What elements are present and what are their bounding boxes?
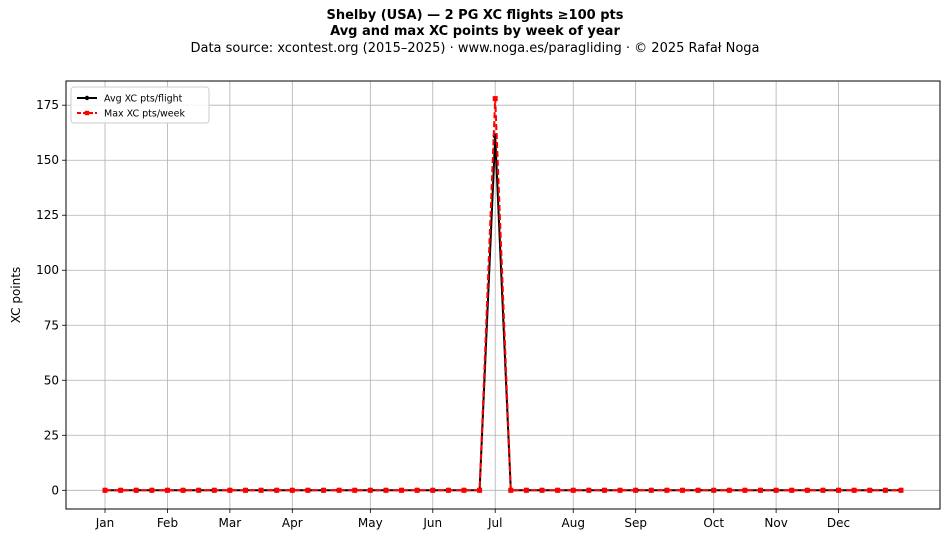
data-point [555, 487, 561, 493]
legend-label: Avg XC pts/flight [104, 94, 183, 105]
data-point [601, 487, 607, 493]
data-point [742, 487, 748, 493]
data-point [461, 487, 467, 493]
data-point [617, 487, 623, 493]
data-point [180, 487, 186, 493]
data-point [196, 487, 202, 493]
data-point [477, 487, 483, 493]
y-tick-label: 100 [36, 263, 59, 277]
data-point [679, 487, 685, 493]
x-tick-label: Mar [219, 516, 242, 530]
y-tick-label: 150 [36, 153, 59, 167]
data-point [867, 487, 873, 493]
ticks: 0 25 50 75 100 125 150 175 Jan Feb Mar Apr May Jun Jul… [36, 98, 850, 530]
data-point [586, 487, 592, 493]
data-point [430, 487, 436, 493]
y-tick-label: 125 [36, 208, 59, 222]
data-point [383, 487, 389, 493]
data-point [836, 487, 842, 493]
plot-frame [65, 80, 941, 510]
chart-title: Shelby (USA) — 2 PG XC flights ≥100 pts [326, 8, 624, 23]
x-tick-label: Jun [422, 516, 442, 530]
data-point [664, 487, 670, 493]
data-point [804, 487, 810, 493]
data-point [851, 487, 857, 493]
data-point [336, 487, 342, 493]
x-tick-label: May [358, 516, 383, 530]
data-point [305, 487, 311, 493]
x-tick-label: Apr [282, 516, 303, 530]
data-point [102, 487, 108, 493]
data-point [274, 487, 280, 493]
data-point [149, 487, 155, 493]
series-1 [102, 96, 904, 493]
legend: Avg XC pts/flight Max XC pts/week [70, 86, 210, 124]
x-tick-label: Oct [703, 516, 724, 530]
y-axis-label: XC points [9, 267, 23, 323]
data-point [414, 487, 420, 493]
series-layer [102, 96, 904, 493]
x-tick-label: Sep [624, 516, 647, 530]
data-point [882, 487, 888, 493]
data-point [539, 487, 545, 493]
data-point [227, 487, 233, 493]
legend-box [70, 86, 210, 124]
chart-subtitle: Avg and max XC points by week of year [330, 24, 620, 39]
data-point [789, 487, 795, 493]
data-point [445, 487, 451, 493]
x-tick-label: Jul [487, 516, 502, 530]
legend-swatch-marker [84, 110, 90, 116]
x-tick-label: Jan [95, 516, 115, 530]
legend-swatch-marker [84, 95, 90, 101]
y-tick-label: 75 [44, 318, 59, 332]
x-tick-label: Aug [562, 516, 585, 530]
data-point [820, 487, 826, 493]
legend-label: Max XC pts/week [104, 109, 185, 120]
y-tick-label: 50 [44, 373, 59, 387]
y-tick-label: 25 [44, 428, 59, 442]
data-point [648, 487, 654, 493]
data-point [164, 487, 170, 493]
data-source-line: Data source: xcontest.org (2015–2025) · … [190, 41, 760, 56]
data-point [758, 487, 764, 493]
data-point [711, 487, 717, 493]
data-point [726, 487, 732, 493]
x-tick-label: Nov [764, 516, 787, 530]
legend-item-0: Avg XC pts/flight [77, 94, 183, 105]
x-tick-label: Dec [827, 516, 850, 530]
data-point [242, 487, 248, 493]
data-point [133, 487, 139, 493]
data-point [570, 487, 576, 493]
data-point [773, 487, 779, 493]
data-point [508, 487, 514, 493]
legend-item-1: Max XC pts/week [77, 109, 185, 120]
y-tick-label: 0 [51, 483, 59, 497]
data-point [695, 487, 701, 493]
data-point [898, 487, 904, 493]
data-point [321, 487, 327, 493]
data-point [367, 487, 373, 493]
data-point [523, 487, 529, 493]
data-point [492, 96, 498, 102]
x-tick-label: Feb [157, 516, 178, 530]
data-point [211, 487, 217, 493]
data-point [289, 487, 295, 493]
data-point [633, 487, 639, 493]
data-point [352, 487, 358, 493]
y-tick-label: 175 [36, 98, 59, 112]
data-point [118, 487, 124, 493]
series-line [105, 97, 901, 492]
chart-titles: Shelby (USA) — 2 PG XC flights ≥100 pts … [0, 8, 950, 57]
data-point [258, 487, 264, 493]
data-point [399, 487, 405, 493]
